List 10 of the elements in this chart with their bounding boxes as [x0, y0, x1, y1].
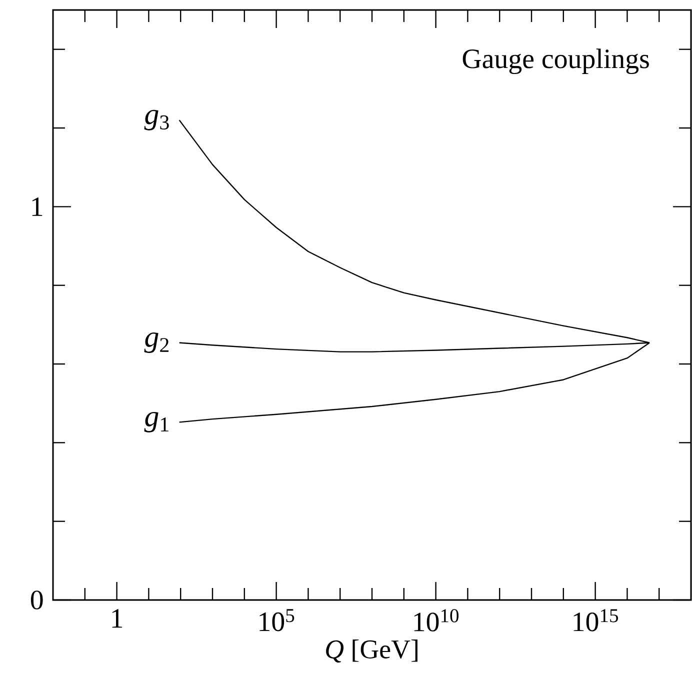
- x-tick-label: 10$^{5}$: [260, 609, 294, 632]
- text: Gauge couplings: [462, 48, 649, 74]
- x-tick-label: 10$^{10}$: [414, 609, 459, 632]
- x-tick-label: 10$^{15}$: [574, 609, 618, 632]
- y-tick-label: 0: [30, 590, 43, 610]
- series-label: g$_{1}$: [144, 412, 168, 432]
- series-label: g$_{2}$: [144, 332, 169, 353]
- x-tick-label: 1: [112, 609, 122, 628]
- series-label: g$_{3}$: [144, 110, 169, 130]
- x-axis-title: Q [GeV]: [326, 640, 418, 663]
